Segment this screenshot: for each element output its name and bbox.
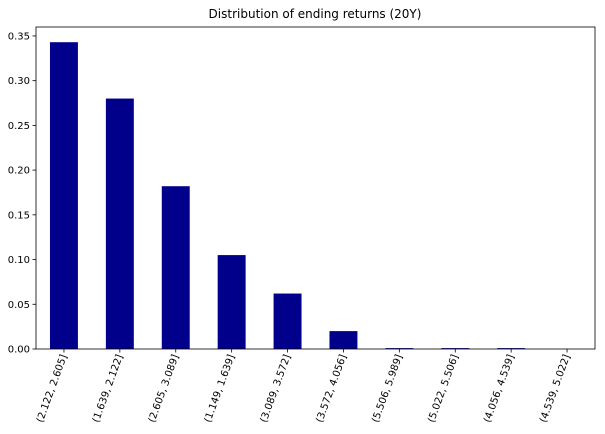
y-tick-label: 0.05 — [8, 300, 30, 311]
bar — [105, 98, 134, 349]
x-tick-label: (2.605, 3.089] — [147, 353, 182, 424]
bars-group — [49, 42, 526, 349]
x-tick-label: (3.089, 3.572] — [259, 353, 294, 424]
y-tick-label: 0.20 — [8, 166, 30, 177]
y-tick-label: 0.00 — [8, 345, 30, 356]
x-tick-label: (2.122, 2.605] — [35, 353, 70, 424]
plot-frame — [35, 26, 596, 350]
bar — [161, 186, 190, 349]
x-tick-label: (5.506, 5.989] — [370, 353, 405, 424]
bar — [273, 293, 302, 349]
x-tick-label: (4.539, 5.022] — [538, 353, 573, 424]
x-axis: (2.122, 2.605] (1.639, 2.122] (2.605, 3.08… — [35, 349, 573, 424]
bar — [217, 255, 246, 349]
bar — [497, 348, 526, 349]
y-tick-label: 0.35 — [8, 31, 30, 42]
y-axis: 0.00 0.05 0.10 0.15 0.20 0.25 0.30 0.35 — [8, 31, 36, 356]
bar — [329, 331, 358, 349]
bar — [441, 348, 470, 349]
y-tick-label: 0.15 — [8, 210, 30, 221]
x-tick-label: (1.639, 2.122] — [91, 353, 126, 424]
chart-title: Distribution of ending returns (20Y) — [209, 7, 422, 21]
x-tick-label: (4.056, 4.539] — [482, 353, 517, 424]
y-tick-label: 0.25 — [8, 121, 30, 132]
y-tick-label: 0.10 — [8, 255, 30, 266]
bar — [49, 42, 78, 349]
x-tick-label: (3.572, 4.056] — [315, 353, 350, 424]
y-tick-label: 0.30 — [8, 76, 30, 87]
x-tick-label: (5.022, 5.506] — [426, 353, 461, 424]
bar — [385, 348, 414, 349]
x-tick-label: (1.149, 1.639] — [203, 353, 238, 424]
